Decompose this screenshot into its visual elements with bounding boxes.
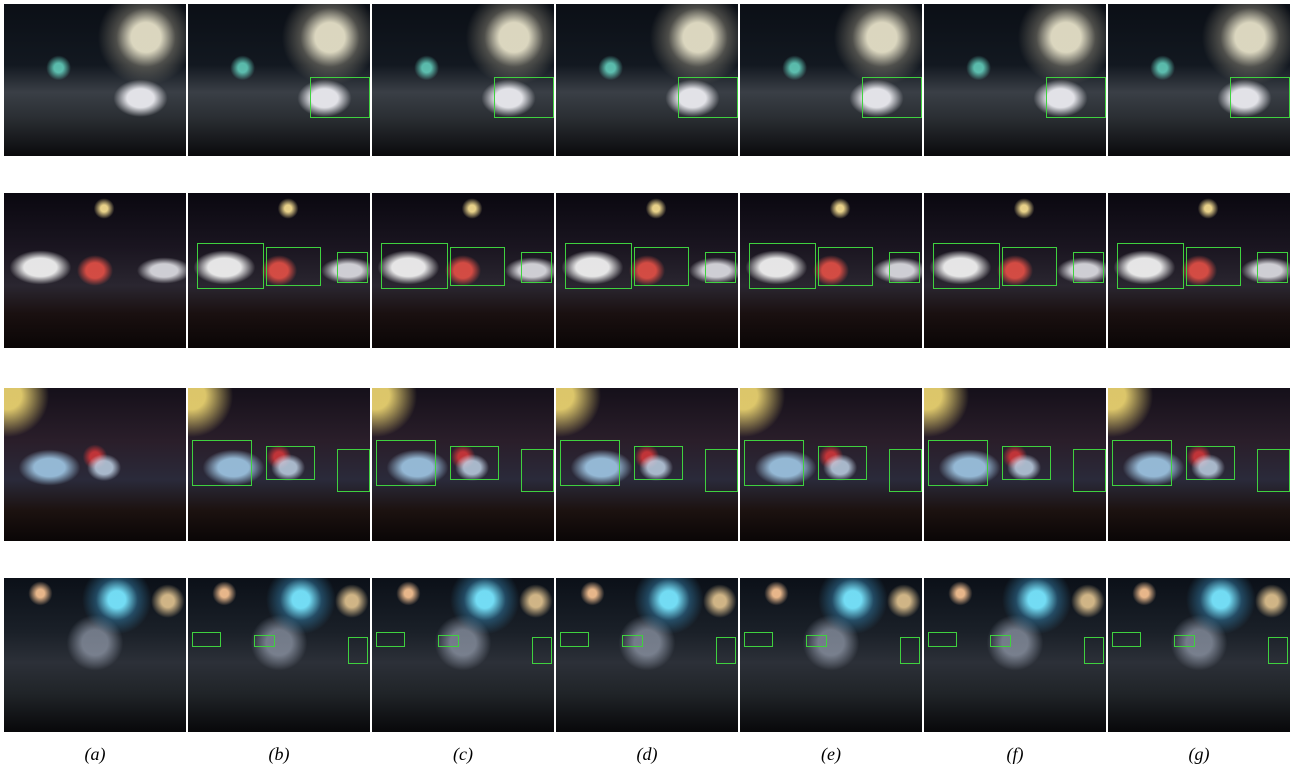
detection-box bbox=[1002, 247, 1057, 286]
detection-box bbox=[1084, 637, 1104, 665]
image-panel bbox=[1108, 4, 1290, 156]
detection-box bbox=[900, 637, 920, 665]
detection-box bbox=[928, 440, 988, 486]
detection-box bbox=[634, 247, 689, 286]
detection-box bbox=[678, 77, 738, 118]
detection-box bbox=[376, 632, 405, 647]
image-panel bbox=[740, 4, 922, 156]
detection-box bbox=[1117, 243, 1184, 290]
detection-box bbox=[1073, 449, 1106, 492]
detection-box bbox=[494, 77, 554, 118]
detection-box bbox=[716, 637, 736, 665]
detection-box bbox=[337, 252, 368, 283]
image-panel bbox=[740, 193, 922, 348]
image-panel bbox=[740, 388, 922, 541]
detection-box bbox=[266, 446, 315, 480]
detection-box bbox=[560, 632, 589, 647]
detection-box bbox=[1112, 440, 1172, 486]
image-panel bbox=[1108, 193, 1290, 348]
caption: (g) bbox=[1108, 744, 1290, 765]
detection-box bbox=[348, 637, 368, 665]
detection-box bbox=[254, 635, 276, 647]
image-panel bbox=[1108, 578, 1290, 732]
detection-box bbox=[622, 635, 644, 647]
image-panel bbox=[924, 578, 1106, 732]
detection-box bbox=[705, 449, 738, 492]
detection-box bbox=[521, 449, 554, 492]
detection-box bbox=[818, 446, 867, 480]
image-panel bbox=[924, 388, 1106, 541]
detection-box bbox=[1230, 77, 1290, 118]
detection-box bbox=[192, 632, 221, 647]
detection-box bbox=[1268, 637, 1288, 665]
detection-box bbox=[862, 77, 922, 118]
detection-box bbox=[928, 632, 957, 647]
detection-box bbox=[634, 446, 683, 480]
detection-box bbox=[1257, 449, 1290, 492]
detection-box bbox=[560, 440, 620, 486]
detection-box bbox=[1046, 77, 1106, 118]
detection-box bbox=[889, 252, 920, 283]
image-panel bbox=[4, 578, 186, 732]
image-panel bbox=[556, 4, 738, 156]
detection-box bbox=[818, 247, 873, 286]
detection-box bbox=[889, 449, 922, 492]
detection-box bbox=[376, 440, 436, 486]
detection-box bbox=[450, 446, 499, 480]
image-panel bbox=[188, 578, 370, 732]
detection-box bbox=[806, 635, 828, 647]
detection-box bbox=[749, 243, 816, 290]
detection-box bbox=[381, 243, 448, 290]
detection-box bbox=[1112, 632, 1141, 647]
detection-box bbox=[1186, 247, 1241, 286]
detection-box bbox=[565, 243, 632, 290]
detection-box bbox=[310, 77, 370, 118]
detection-box bbox=[337, 449, 370, 492]
detection-box bbox=[744, 632, 773, 647]
detection-box bbox=[1002, 446, 1051, 480]
caption: (f) bbox=[924, 744, 1106, 765]
image-panel bbox=[188, 388, 370, 541]
image-panel bbox=[372, 388, 554, 541]
detection-box bbox=[532, 637, 552, 665]
image-panel bbox=[372, 578, 554, 732]
caption: (a) bbox=[4, 744, 186, 765]
image-panel bbox=[372, 4, 554, 156]
detection-box bbox=[450, 247, 505, 286]
detection-box bbox=[197, 243, 264, 290]
image-panel bbox=[188, 193, 370, 348]
detection-box bbox=[1257, 252, 1288, 283]
image-panel bbox=[740, 578, 922, 732]
detection-box bbox=[1186, 446, 1235, 480]
detection-box bbox=[933, 243, 1000, 290]
image-panel bbox=[188, 4, 370, 156]
image-panel bbox=[924, 193, 1106, 348]
caption: (b) bbox=[188, 744, 370, 765]
caption: (e) bbox=[740, 744, 922, 765]
detection-box bbox=[990, 635, 1012, 647]
caption: (d) bbox=[556, 744, 738, 765]
image-panel bbox=[556, 578, 738, 732]
image-panel bbox=[924, 4, 1106, 156]
detection-box bbox=[705, 252, 736, 283]
detection-box bbox=[521, 252, 552, 283]
image-panel bbox=[4, 4, 186, 156]
caption: (c) bbox=[372, 744, 554, 765]
detection-box bbox=[1073, 252, 1104, 283]
detection-box bbox=[744, 440, 804, 486]
image-panel bbox=[556, 388, 738, 541]
detection-box bbox=[1174, 635, 1196, 647]
detection-box bbox=[266, 247, 321, 286]
detection-box bbox=[438, 635, 460, 647]
image-panel bbox=[4, 388, 186, 541]
image-panel bbox=[1108, 388, 1290, 541]
image-panel bbox=[556, 193, 738, 348]
figure: (a)(b)(c)(d)(e)(f)(g) bbox=[0, 0, 1295, 774]
detection-box bbox=[192, 440, 252, 486]
image-panel bbox=[372, 193, 554, 348]
image-panel bbox=[4, 193, 186, 348]
